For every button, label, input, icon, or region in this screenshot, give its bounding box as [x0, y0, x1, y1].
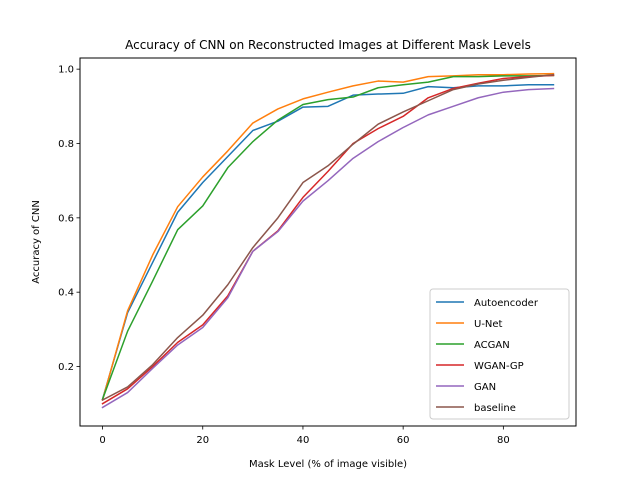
x-tick-label: 40 [297, 435, 310, 446]
legend-label-acgan: ACGAN [474, 340, 510, 351]
series-line-u-net [101, 72, 555, 401]
legend-box [429, 288, 570, 420]
y-tick-label: 0.4 [58, 288, 74, 299]
y-tick-label: 0.8 [58, 139, 74, 150]
x-tick-label: 20 [196, 435, 209, 446]
axes: 0 20 40 60 80 0.2 0.4 0.6 0.8 1.0 [58, 65, 510, 446]
x-tick-label: 60 [397, 435, 410, 446]
series-line-autoencoder [101, 84, 555, 401]
y-tick-label: 0.6 [58, 213, 74, 224]
legend-label-gan: GAN [474, 382, 496, 393]
y-axis-title: Accuracy of CNN [31, 200, 42, 284]
x-tick-label: 80 [497, 435, 510, 446]
y-tick-label: 1.0 [58, 65, 74, 76]
plot-frame [79, 57, 577, 427]
legend-label-wgan-gp: WGAN-GP [474, 361, 524, 372]
series-line-baseline [101, 73, 555, 401]
series-line-gan [101, 87, 555, 409]
chart-title: Accuracy of CNN on Reconstructed Images … [125, 38, 531, 52]
y-tick-label: 0.2 [58, 362, 74, 373]
legend-label-baseline: baseline [474, 403, 516, 414]
x-tick-label: 0 [99, 435, 105, 446]
plot-area [101, 72, 555, 409]
series-line-acgan [101, 74, 555, 401]
legend-label-u-net: U-Net [474, 319, 503, 330]
legend: Autoencoder U-Net ACGAN WGAN-GP GAN baseline [429, 288, 570, 420]
x-axis-title: Mask Level (% of image visible) [249, 459, 407, 470]
legend-label-autoencoder: Autoencoder [474, 298, 539, 309]
